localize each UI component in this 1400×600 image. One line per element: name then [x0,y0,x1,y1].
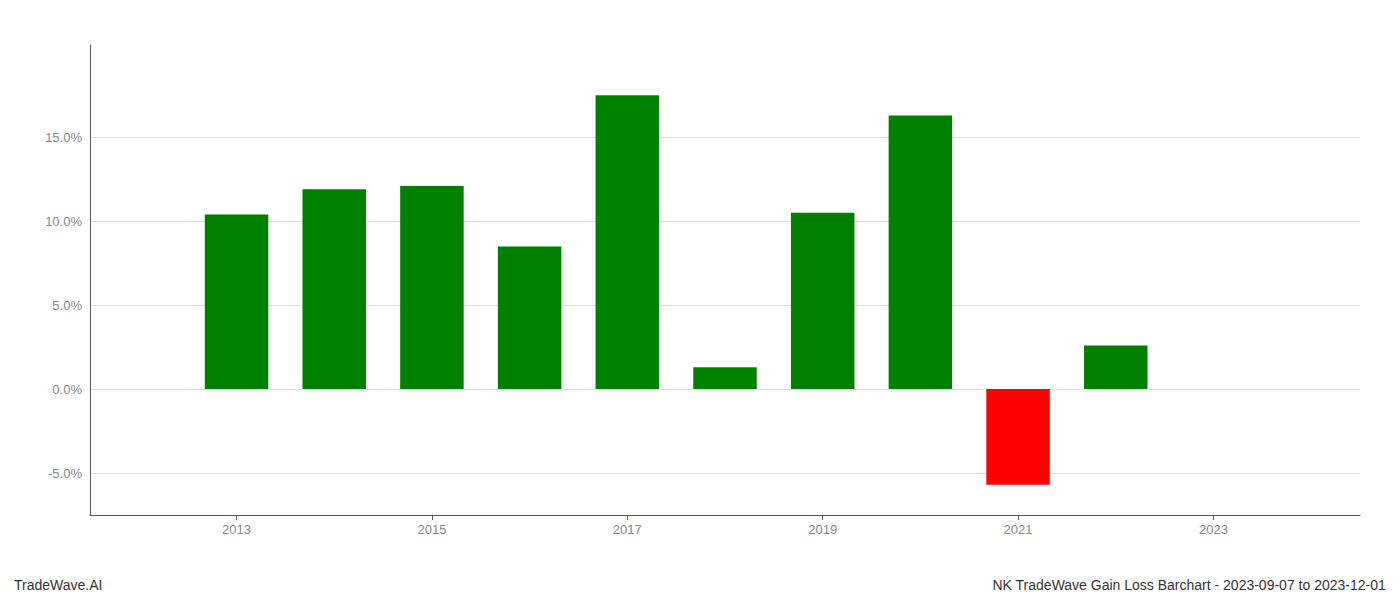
svg-text:15.0%: 15.0% [45,130,82,145]
svg-text:-5.0%: -5.0% [48,466,82,481]
svg-text:0.0%: 0.0% [52,382,82,397]
svg-text:2017: 2017 [613,522,642,537]
svg-text:2013: 2013 [222,522,251,537]
svg-text:2023: 2023 [1199,522,1228,537]
svg-text:NK TradeWave Gain Loss Barchar: NK TradeWave Gain Loss Barchart - 2023-0… [992,577,1385,593]
svg-text:2021: 2021 [1004,522,1033,537]
svg-text:TradeWave.AI: TradeWave.AI [14,577,102,593]
svg-text:10.0%: 10.0% [45,214,82,229]
svg-text:2019: 2019 [808,522,837,537]
svg-text:5.0%: 5.0% [52,298,82,313]
svg-text:2015: 2015 [417,522,446,537]
